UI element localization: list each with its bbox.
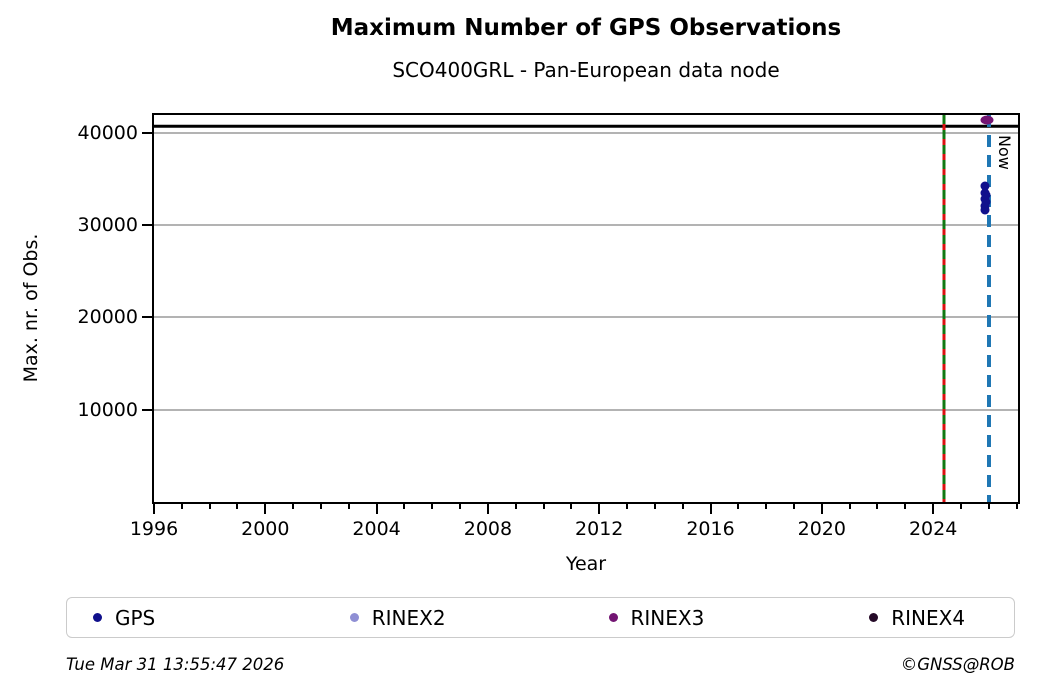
x-tick-mark-major [932, 504, 935, 514]
y-axis-label: Max. nr. of Obs. [20, 233, 42, 383]
x-tick-mark-minor [514, 504, 517, 509]
x-tick-mark-major [264, 504, 267, 514]
legend: GPS RINEX2 RINEX3 RINEX4 [66, 597, 1015, 638]
x-tick-label: 2012 [575, 518, 624, 540]
x-tick-label: 2016 [686, 518, 735, 540]
y-gridline [154, 316, 1018, 319]
event-line [942, 115, 946, 502]
gps-data-point [980, 181, 990, 191]
x-tick-mark-minor [459, 504, 462, 509]
x-tick-label: 2020 [797, 518, 846, 540]
x-tick-mark-minor [765, 504, 768, 509]
y-tick-label: 30000 [77, 213, 138, 236]
x-tick-mark-minor [292, 504, 295, 509]
x-tick-mark-minor [570, 504, 573, 509]
x-tick-mark-minor [347, 504, 350, 509]
y-gridline [154, 408, 1018, 411]
x-tick-mark-minor [793, 504, 795, 509]
gps-data-point [980, 205, 990, 215]
now-line [986, 115, 991, 502]
x-tick-mark-minor [904, 504, 907, 509]
y-tick-label: 10000 [77, 398, 138, 421]
x-tick-mark-minor [319, 504, 322, 509]
x-tick-mark-minor [1015, 504, 1018, 509]
x-tick-mark-minor [653, 504, 656, 509]
legend-label: RINEX2 [371, 605, 446, 630]
y-gridline [154, 223, 1018, 226]
rinex2-marker-icon [349, 613, 359, 622]
y-tick-label: 20000 [77, 306, 138, 329]
x-tick-mark-major [820, 504, 823, 514]
x-tick-mark-major [375, 504, 378, 514]
x-tick-mark-minor [848, 504, 851, 509]
y-tick-mark [142, 223, 152, 226]
x-tick-mark-major [598, 504, 601, 514]
y-tick-mark [142, 408, 152, 411]
x-tick-mark-minor [681, 504, 684, 509]
chart-title: Maximum Number of GPS Observations [330, 15, 842, 41]
copyright-credit: ©GNSS@ROB [900, 655, 1015, 674]
legend-label: RINEX3 [630, 605, 705, 630]
gps-data-point [980, 201, 990, 210]
y-tick-mark [142, 131, 152, 134]
x-tick-mark-minor [208, 504, 211, 509]
x-tick-mark-minor [403, 504, 406, 509]
x-tick-label: 2000 [241, 518, 290, 540]
x-tick-mark-minor [626, 504, 629, 509]
legend-item-rinex2: RINEX2 [304, 606, 541, 630]
x-axis-label: Year [565, 553, 607, 575]
legend-item-rinex3: RINEX3 [541, 606, 778, 630]
x-tick-label: 2024 [908, 518, 958, 540]
legend-item-rinex4: RINEX4 [777, 606, 1014, 630]
y-tick-label: 40000 [77, 121, 138, 144]
rinex4-marker-icon [869, 613, 879, 622]
x-tick-mark-minor [876, 504, 879, 509]
y-tick-mark [142, 316, 152, 319]
x-tick-mark-major [709, 504, 712, 514]
rinex3-marker-icon [608, 613, 618, 622]
x-tick-mark-major [486, 504, 489, 514]
x-tick-mark-minor [737, 504, 740, 509]
gps-marker-icon [93, 613, 102, 622]
x-tick-mark-minor [542, 504, 545, 509]
x-tick-mark-minor [987, 504, 990, 509]
now-annotation: Now [994, 135, 1014, 170]
max-obs-reference-line [154, 124, 1018, 128]
legend-item-gps: GPS [67, 606, 304, 630]
rinex3-data-point [980, 115, 994, 125]
legend-label: GPS [115, 605, 156, 630]
x-tick-mark-minor [431, 504, 434, 509]
chart-subtitle: SCO400GRL - Pan-European data node [392, 58, 780, 82]
x-tick-mark-major [153, 504, 155, 514]
plot-area: 10000 20000 30000 40000 1996 2000 2004 2008 2012… [78, 113, 1020, 540]
x-tick-label: 2008 [463, 518, 513, 540]
y-gridline [154, 131, 1018, 134]
legend-label: RINEX4 [891, 605, 966, 630]
x-tick-mark-minor [959, 504, 962, 509]
plot-timestamp: Tue Mar 31 13:55:47 2026 [66, 655, 285, 674]
x-tick-mark-minor [180, 504, 183, 509]
x-tick-label: 1996 [129, 518, 179, 540]
x-tick-mark-minor [236, 504, 239, 509]
x-tick-label: 2004 [352, 518, 401, 540]
